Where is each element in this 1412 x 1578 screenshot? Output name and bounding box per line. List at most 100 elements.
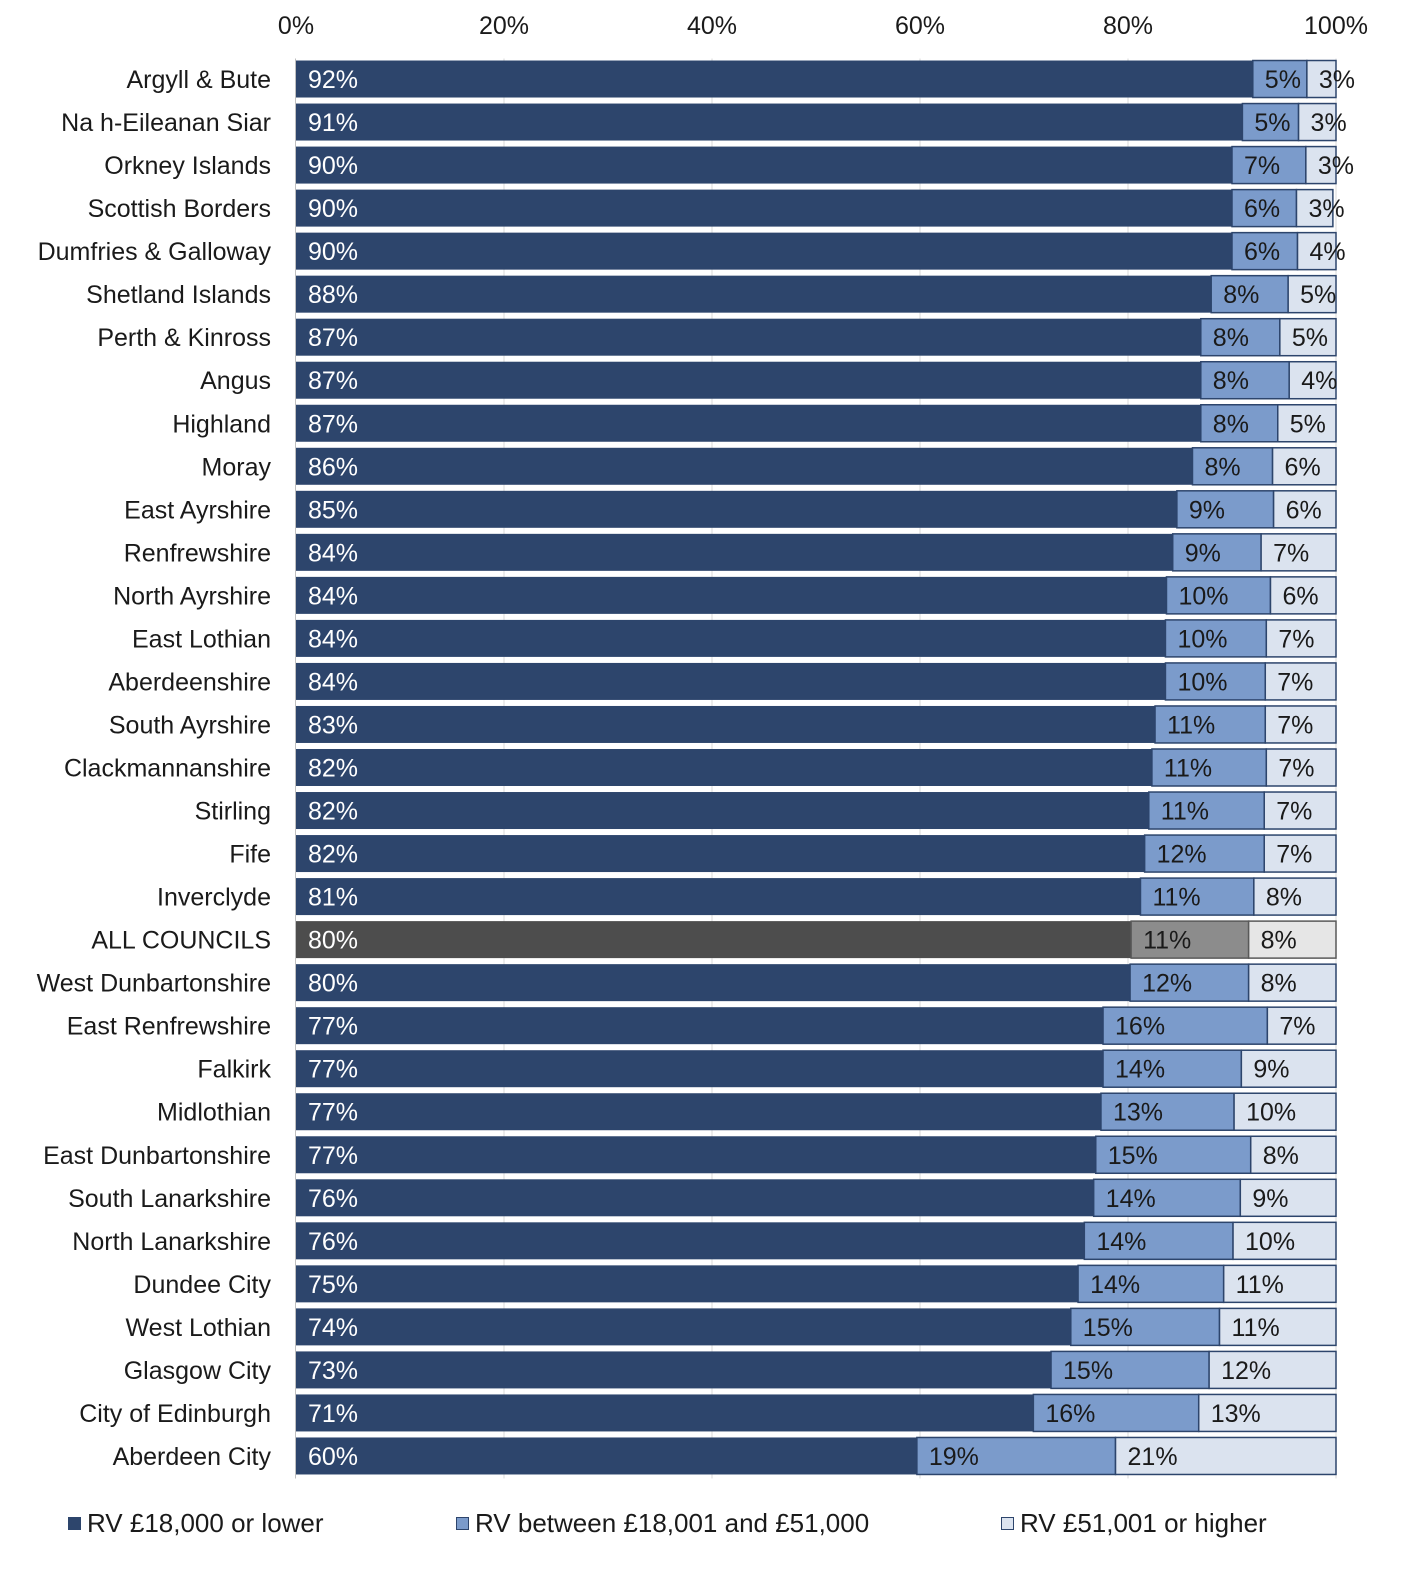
data-label: 3% [1311,109,1347,137]
bar-segment-low [296,662,1166,700]
bar-segment-high [1249,1135,1337,1175]
bar-segment-high [1247,963,1337,1002]
bar-segment-high [1260,533,1337,572]
bar-segment-low [296,1351,1052,1389]
bar-segment-low [296,1179,1094,1217]
data-label: 8% [1213,367,1249,395]
data-label: 7% [1276,798,1312,826]
x-tick-label: 0% [278,12,314,40]
bar-segment-high [1114,1436,1337,1476]
y-category-label: Glasgow City [124,1357,272,1385]
data-label: 12% [1157,841,1207,869]
data-label: 10% [1177,625,1227,653]
data-label: 6% [1285,453,1321,481]
data-label: 8% [1261,927,1297,955]
data-label: 10% [1246,1099,1296,1127]
data-label: 6% [1286,496,1322,524]
y-category-label: Dundee City [133,1271,271,1299]
bar-segment-high [1279,317,1337,357]
y-category-label: West Lothian [126,1314,271,1342]
data-label: 8% [1261,970,1297,998]
bar-segment-mid [1050,1350,1210,1390]
data-label: 14% [1106,1185,1156,1213]
bar-segment-mid [1102,1049,1243,1088]
data-label: 82% [308,754,358,782]
data-label: 13% [1113,1099,1163,1127]
data-label: 7% [1276,841,1312,869]
x-axis: 0% 20% 40% 60% 80% 100% [278,12,1368,40]
data-label: 15% [1083,1314,1133,1342]
bar-segment-mid [1231,188,1298,228]
data-label: 19% [929,1443,979,1471]
y-category-label: North Ayrshire [113,582,271,610]
y-category-label: ALL COUNCILS [91,927,271,955]
bar-segment-high [1297,102,1337,142]
bar-segment-low [296,189,1232,227]
y-axis: Argyll & Bute Na h-Eileanan Siar Orkney Is… [37,58,296,1479]
bar-segment-mid [1032,1393,1200,1433]
bar-segment-high [1253,877,1337,916]
data-label: 21% [1128,1443,1178,1471]
bar-segment-high [1263,834,1337,873]
y-category-label: West Dunbartonshire [37,970,271,998]
data-label: 13% [1211,1400,1261,1428]
bar-segment-low [296,964,1131,1002]
bar-segment-low [296,490,1177,528]
data-label: 16% [1045,1400,1095,1428]
bar-segment-low [296,1265,1079,1303]
data-label: 7% [1279,1013,1315,1041]
bar-segment-low [296,792,1149,830]
bar-segment-low [296,447,1193,485]
y-category-label: Dumfries & Galloway [38,238,272,266]
bar-segment-mid [1200,317,1281,357]
y-category-label: Fife [229,841,271,869]
data-label: 7% [1278,754,1314,782]
x-tick-label: 20% [479,12,529,40]
data-label: 11% [1236,1271,1284,1299]
data-label: 5% [1292,324,1328,352]
data-label: 11% [1143,927,1191,955]
data-label: 91% [308,109,358,137]
bar-segment-high [1218,1307,1337,1347]
data-label: 5% [1290,410,1326,438]
data-label: 15% [1108,1142,1158,1170]
y-category-label: Argyll & Bute [126,66,271,94]
data-label: 74% [308,1314,358,1342]
bar-segment-low [296,619,1166,657]
bar-segment-mid [1102,1006,1269,1045]
y-category-label: East Renfrewshire [67,1013,271,1041]
data-label: 3% [1308,195,1344,223]
data-label: 84% [308,668,358,696]
bar-segment-low [296,1136,1096,1174]
data-label: 76% [308,1228,358,1256]
bar-segment-high [1264,705,1337,744]
bar-segment-high [1264,662,1337,701]
data-label: 92% [308,66,358,94]
data-label: 8% [1266,884,1302,912]
bar-segment-high [1197,1393,1337,1433]
y-category-label: East Ayrshire [124,496,271,524]
bar-segment-high [1295,188,1334,228]
data-label: 14% [1090,1271,1140,1299]
data-label: 9% [1253,1056,1289,1084]
bar-segment-low [296,921,1132,959]
y-category-label: Na h-Eileanan Siar [61,109,271,137]
bar-segment-low [296,1093,1101,1131]
bar-segment-mid [1231,231,1299,271]
bar-segment-mid [1083,1221,1234,1261]
data-label: 5% [1300,281,1336,309]
data-label: 77% [308,1099,358,1127]
y-category-label: Clackmannanshire [64,754,271,782]
data-label: 7% [1277,668,1313,696]
y-category-label: Highland [172,410,271,438]
bar-segment-low [296,835,1145,873]
data-label: 85% [308,496,358,524]
bar-segment-mid [1171,533,1262,572]
data-label: 77% [308,1142,358,1170]
bar-segment-high [1233,1092,1337,1131]
data-label: 80% [308,927,358,955]
legend-item-high: RV £51,001 or higher [1001,1508,1267,1539]
data-label: 8% [1263,1142,1299,1170]
bar-segment-high [1305,145,1337,185]
y-category-label: Shetland Islands [86,281,271,309]
